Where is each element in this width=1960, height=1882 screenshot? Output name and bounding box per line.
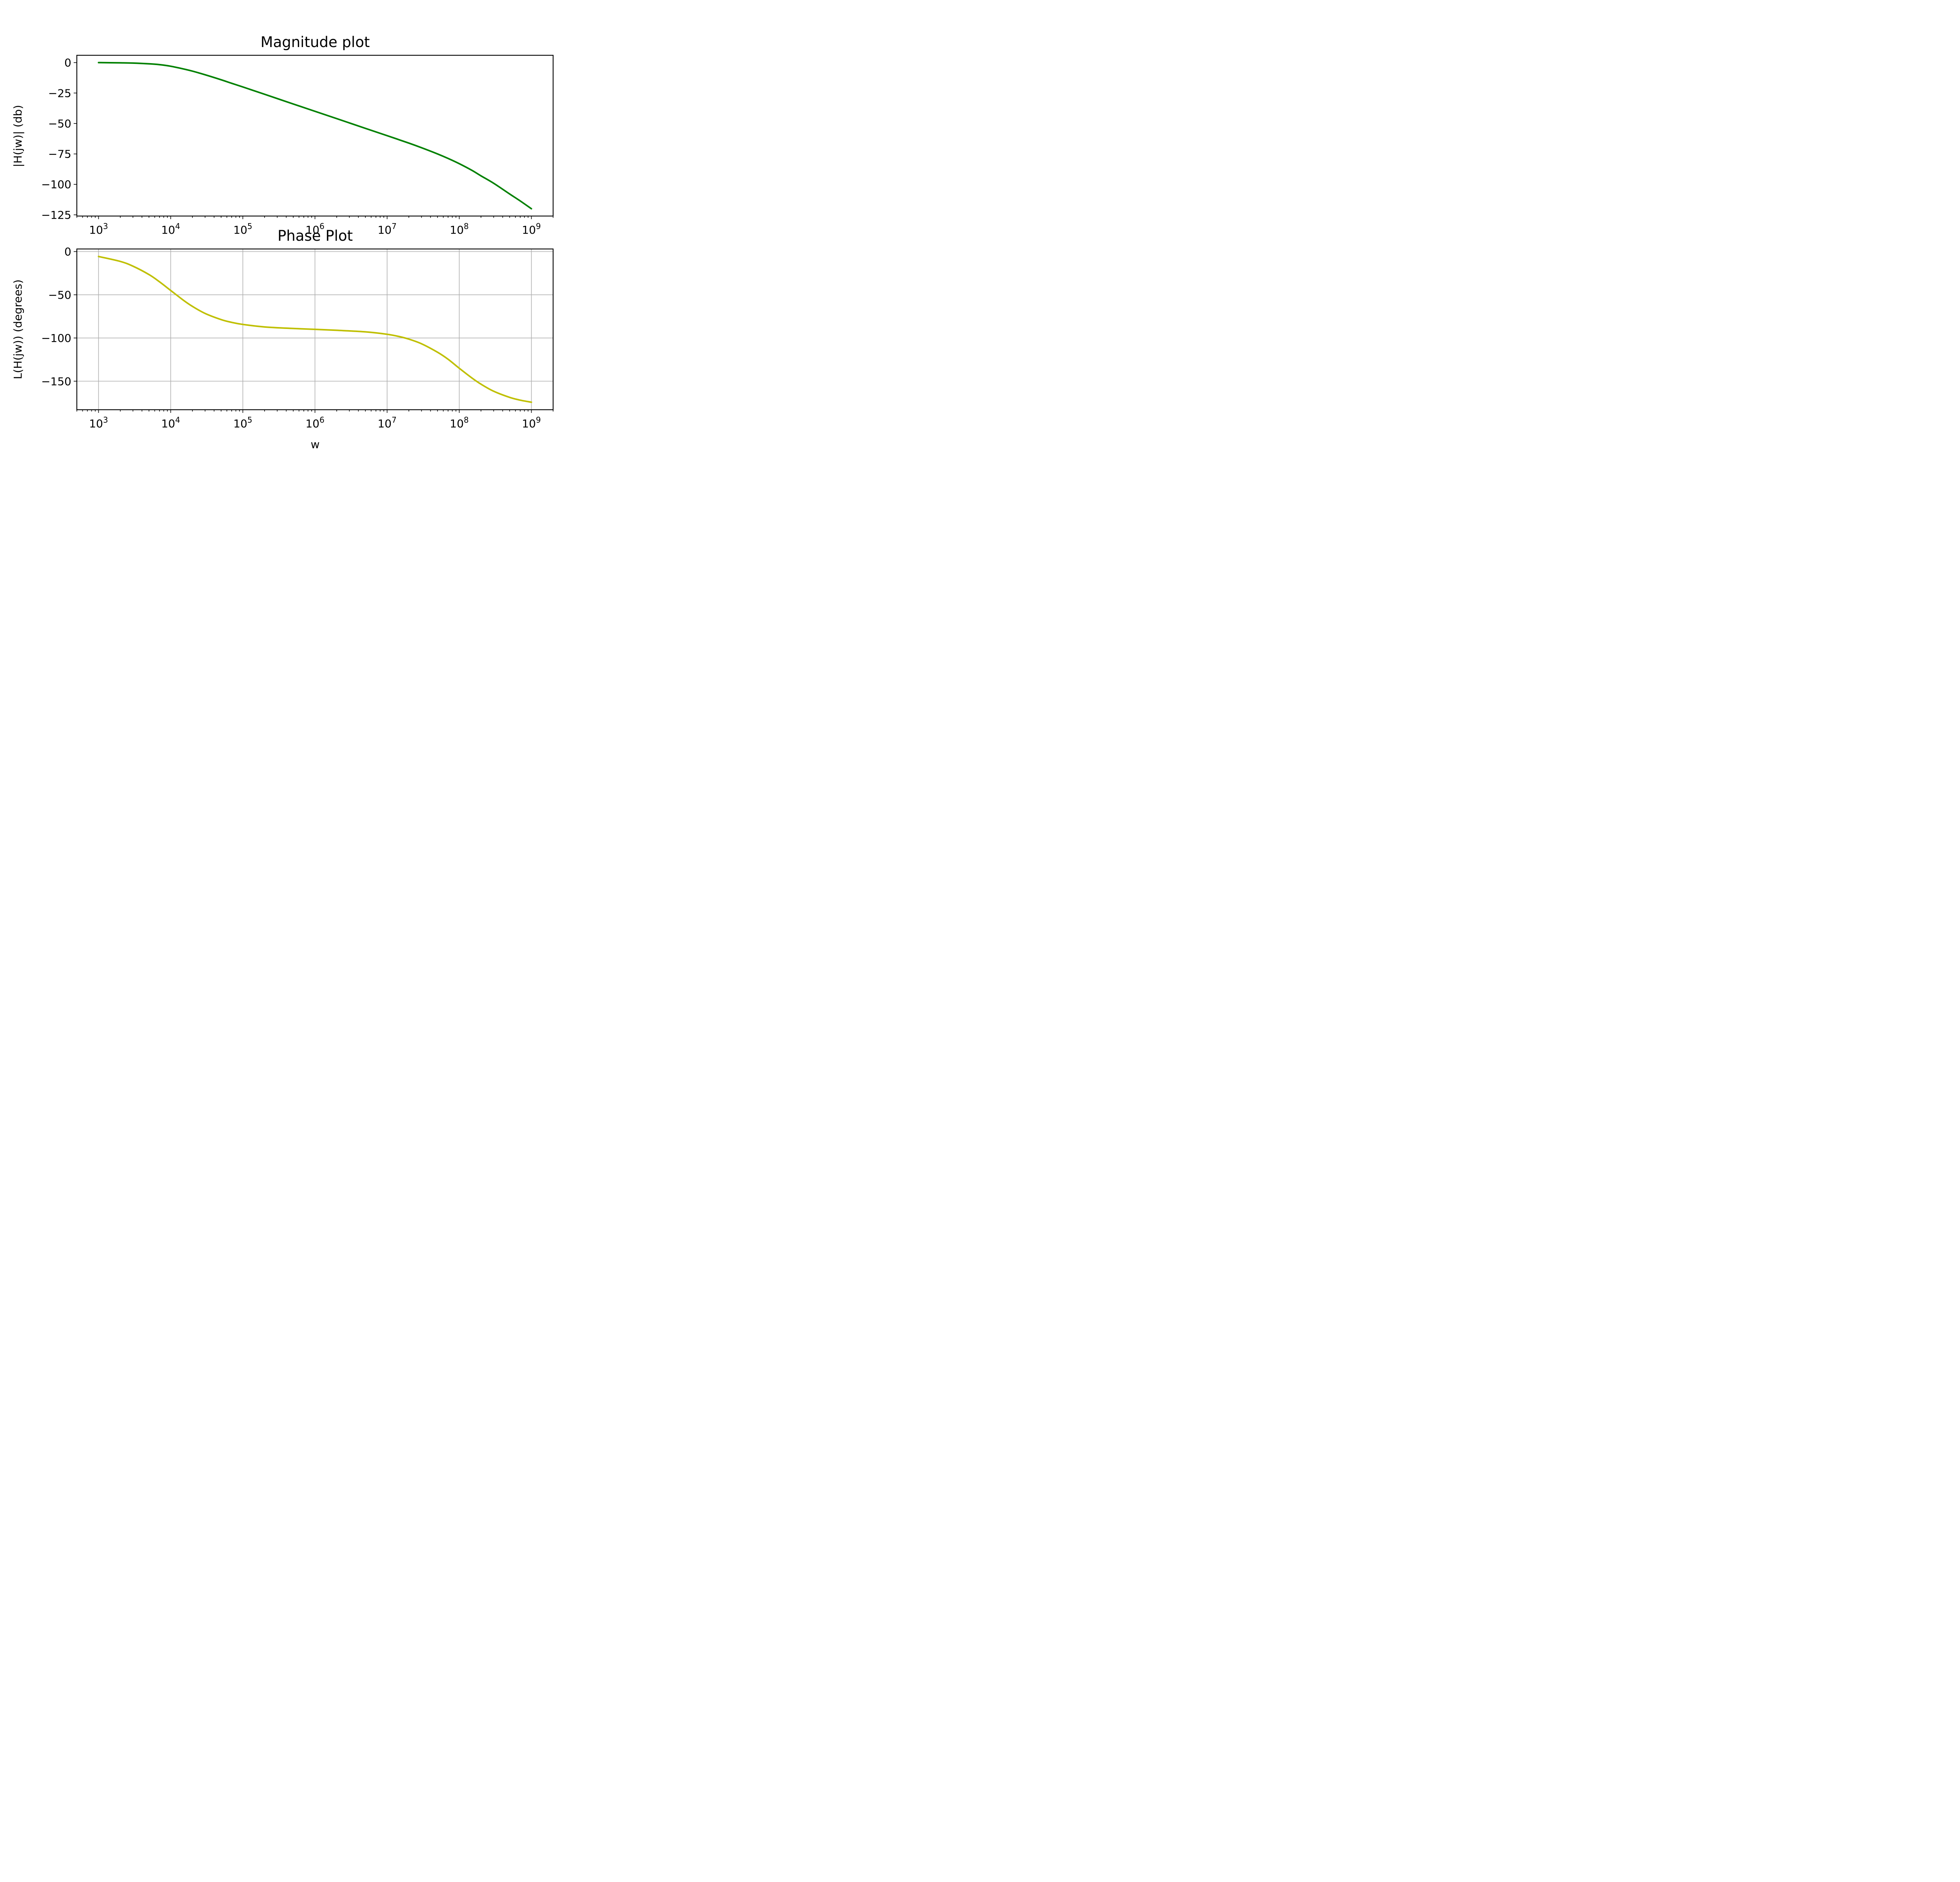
phase-x-tick-label: 104 [161,415,180,430]
magnitude-y-label: |H(jw)| (db) [11,105,24,167]
bode-figure: Magnitude plot |H(jw)| (db) 103 104 105 106… [11,34,554,451]
phase-x-tick-label: 107 [377,415,396,430]
magnitude-x-tick-label: 109 [522,222,541,236]
magnitude-series [98,62,532,210]
phase-ticks: 103 104 105 106 107 108 109 0 −50 −100 −150 [41,245,554,430]
phase-y-tick-label: −50 [48,289,71,302]
phase-x-tick-label: 106 [305,415,324,430]
phase-x-tick-label: 105 [233,415,252,430]
magnitude-x-tick-label: 105 [233,222,252,236]
phase-series [98,256,532,403]
phase-title: Phase Plot [278,227,353,244]
magnitude-y-tick-label: −125 [41,209,71,222]
phase-x-tick-label: 103 [89,415,108,430]
phase-x-tick-label: 109 [522,415,541,430]
phase-x-label: w [311,438,320,451]
magnitude-x-tick-label: 103 [89,222,108,236]
phase-y-tick-label: −100 [41,332,71,345]
magnitude-y-tick-label: −25 [48,87,71,100]
phase-curve [98,256,532,403]
phase-y-tick-label: 0 [64,245,71,258]
magnitude-curve [98,62,532,210]
magnitude-y-tick-label: −100 [41,178,71,191]
magnitude-title: Magnitude plot [261,34,370,51]
magnitude-ticks: 103 104 105 106 107 108 109 0 −25 −50 −75 −100 −125 [41,56,554,236]
phase-panel: Phase Plot L(H(jw)) (degrees) 103 104 105 1… [11,227,554,451]
magnitude-x-tick-label: 104 [161,222,180,236]
magnitude-x-tick-label: 106 [305,222,324,236]
magnitude-y-tick-label: −50 [48,117,71,130]
magnitude-x-tick-label: 108 [450,222,468,236]
phase-grid [77,249,553,410]
magnitude-axes-frame [76,54,554,217]
magnitude-y-tick-label: 0 [64,56,71,69]
phase-y-tick-label: −150 [41,375,71,388]
magnitude-panel: Magnitude plot |H(jw)| (db) 103 104 105 106… [11,34,554,236]
magnitude-x-tick-label: 107 [377,222,396,236]
phase-y-label: L(H(jw)) (degrees) [11,280,24,380]
phase-x-tick-label: 108 [450,415,468,430]
magnitude-y-tick-label: −75 [48,148,71,161]
